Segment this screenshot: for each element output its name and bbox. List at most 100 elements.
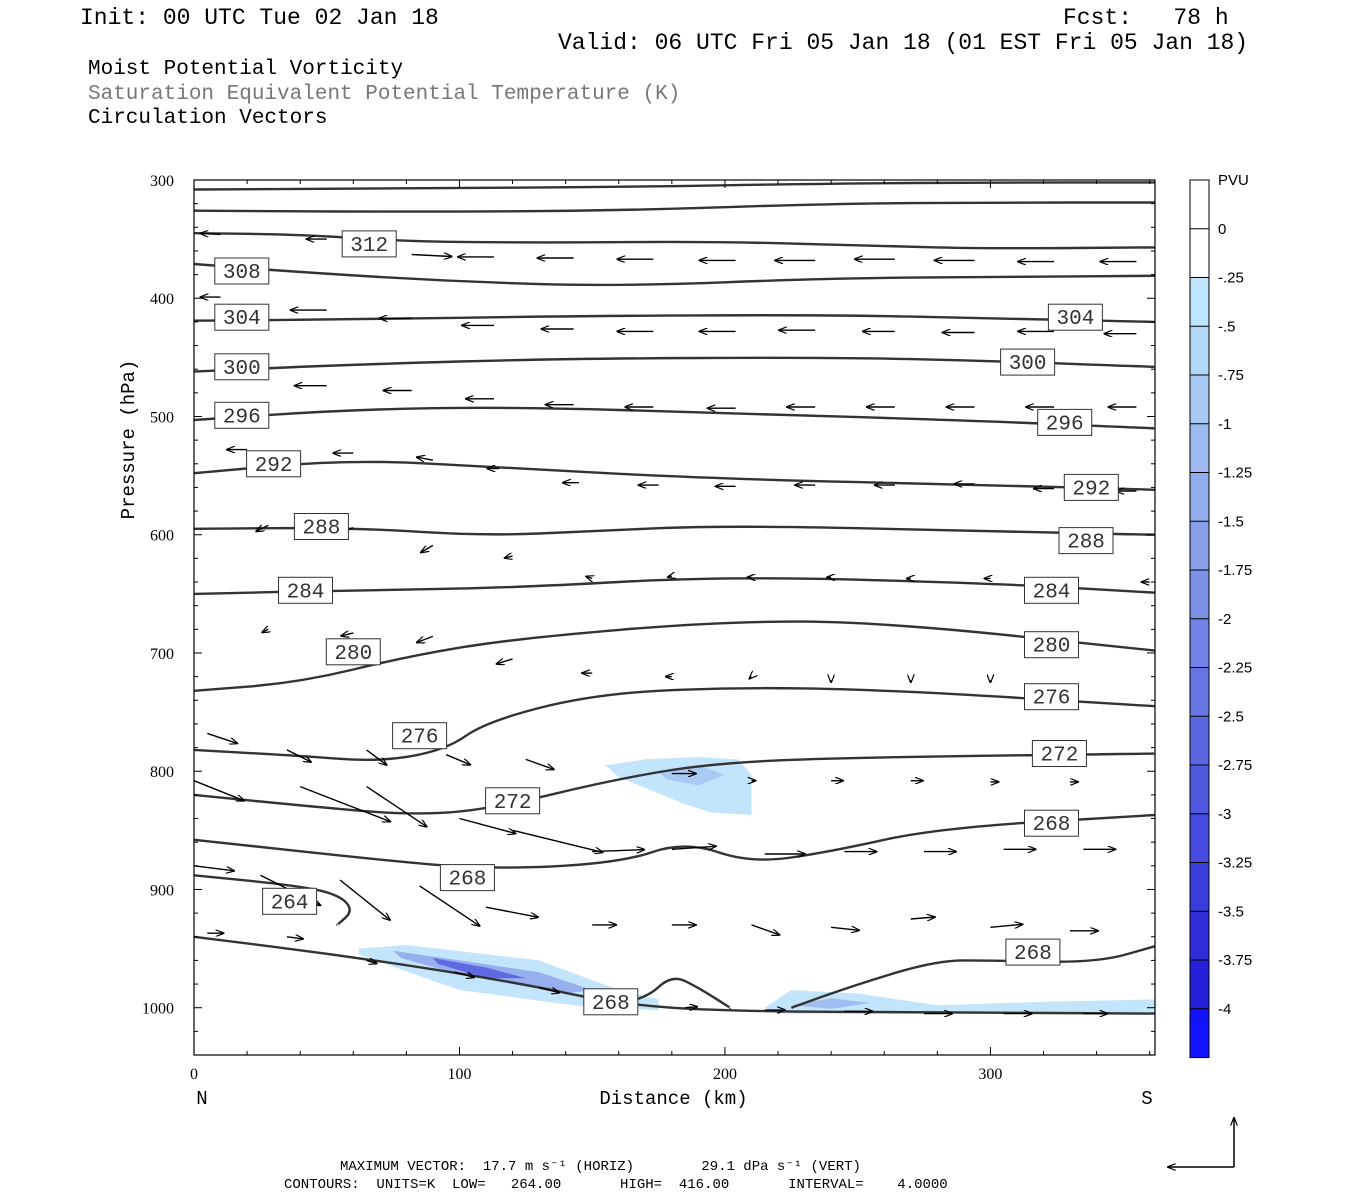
theta-contour-264-14 (194, 874, 351, 927)
circulation-vector (421, 544, 434, 552)
circulation-vector (685, 1007, 697, 1008)
circulation-vector (194, 865, 234, 871)
contour-label-box (1031, 740, 1087, 767)
colorbar-tick-label: -.25 (1218, 270, 1244, 287)
field-title-vectors: Circulation Vectors (88, 107, 328, 130)
colorbar-swatch (1190, 765, 1209, 815)
colorbar-swatch (1190, 1008, 1209, 1059)
y-tick-label: 500 (150, 409, 174, 426)
x-tick-label: 200 (713, 1066, 737, 1083)
circulation-vector (497, 659, 513, 664)
contour-label: 296 (1046, 413, 1084, 436)
theta-contour-304-4 (194, 314, 1155, 324)
circulation-vector (419, 885, 480, 926)
circulation-vector (459, 817, 516, 834)
colorbar-title: PVU (1218, 172, 1249, 189)
contour-label: 268 (592, 993, 630, 1016)
colorbar-tick-label: -1 (1218, 416, 1231, 433)
field-title-pv: Moist Potential Vorticity (88, 58, 404, 81)
contour-label: 304 (223, 308, 261, 331)
theta-contour-280-10 (194, 620, 1155, 692)
contour-label-box (1058, 527, 1114, 555)
contour-label-box (1063, 473, 1119, 501)
contour-label: 288 (1067, 532, 1105, 555)
init-time: Init: 00 UTC Tue 02 Jan 18 (80, 5, 439, 31)
contour-label: 284 (1033, 581, 1071, 604)
colorbar-swatch (1190, 180, 1209, 230)
colorbar-tick-label: -1.5 (1218, 513, 1244, 530)
contour-label-box (262, 887, 318, 915)
circulation-vector (538, 986, 559, 993)
colorbar-swatch (1190, 228, 1209, 279)
contour-label-box (439, 864, 495, 892)
contour-label-box (1024, 631, 1079, 659)
circulation-vector (366, 960, 377, 963)
circulation-vector (339, 879, 390, 920)
contour-label-box (1024, 683, 1079, 711)
circulation-vector (417, 635, 434, 642)
contour-label: 268 (448, 869, 486, 892)
colorbar-tick-label: -2.75 (1218, 757, 1252, 774)
contour-label: 272 (494, 792, 532, 815)
x-axis-title: Distance (km) (599, 1088, 747, 1110)
contour-label: 292 (255, 455, 293, 478)
circulation-vector (262, 629, 268, 632)
circulation-vector (910, 917, 935, 919)
x-end-label-south: S (1141, 1088, 1152, 1110)
contour-label: 280 (334, 643, 372, 666)
x-tick-label: 300 (978, 1066, 1002, 1083)
max-vector-text: MAXIMUM VECTOR: 17.7 m s⁻¹ (HORIZ) 29.1 … (340, 1159, 861, 1175)
theta-contour-unlabeled-1 (194, 201, 1155, 213)
contour-label: 276 (401, 727, 439, 750)
circulation-vector (831, 927, 859, 930)
circulation-vector (586, 577, 592, 579)
y-tick-label: 400 (150, 291, 174, 308)
contour-label-box (583, 988, 639, 1016)
contour-label-box (1047, 303, 1103, 331)
circulation-vector (207, 732, 237, 743)
contour-label-box (1024, 809, 1079, 837)
pv-region-5 (764, 990, 1155, 1014)
contour-label: 288 (302, 518, 340, 541)
theta-contour-296-6 (194, 406, 1155, 430)
contour-label-box (392, 722, 448, 750)
contour-label: 308 (223, 262, 261, 285)
circulation-vector (485, 906, 538, 917)
x-end-label-north: N (196, 1088, 207, 1110)
forecast-hour: Fcst: 78 h (1063, 5, 1229, 31)
theta-contour-308-3 (194, 262, 1155, 287)
theta-contour-unlabeled-2 (194, 232, 1155, 250)
contour-label: 284 (287, 581, 325, 604)
pv-region-0 (605, 757, 752, 815)
circulation-vector (366, 786, 427, 827)
circulation-vector (505, 556, 513, 558)
circulation-vector (592, 850, 644, 852)
y-tick-label: 900 (150, 882, 174, 899)
colorbar-swatch (1190, 960, 1209, 1010)
y-tick-label: 300 (150, 173, 174, 190)
circulation-vector (445, 754, 470, 765)
x-tick-label: 0 (190, 1066, 198, 1083)
colorbar-swatch (1190, 862, 1209, 912)
contour-label-box (214, 353, 270, 381)
contour-label: 296 (223, 406, 261, 429)
contour-label: 280 (1033, 636, 1071, 659)
plot-area: 312 308 304 300 296 292 288 284 280 276 272 268 264 2… (194, 181, 1155, 1016)
circulation-vector (454, 971, 474, 977)
contour-label-box (214, 401, 270, 429)
colorbar-swatch (1190, 618, 1209, 669)
circulation-vector (668, 576, 672, 577)
contour-label-box (325, 638, 381, 666)
contour-label: 264 (271, 892, 309, 915)
contour-label: 276 (1033, 688, 1071, 711)
pv-region-4 (432, 958, 526, 979)
colorbar-tick-label: -1.75 (1218, 562, 1252, 579)
contour-label: 268 (1033, 814, 1071, 837)
circulation-vector (341, 633, 354, 636)
circulation-vector (751, 924, 780, 935)
circulation-vector (417, 457, 434, 460)
circulation-vector (411, 255, 452, 257)
colorbar-swatch (1190, 813, 1209, 864)
contour-label-box (214, 303, 270, 331)
